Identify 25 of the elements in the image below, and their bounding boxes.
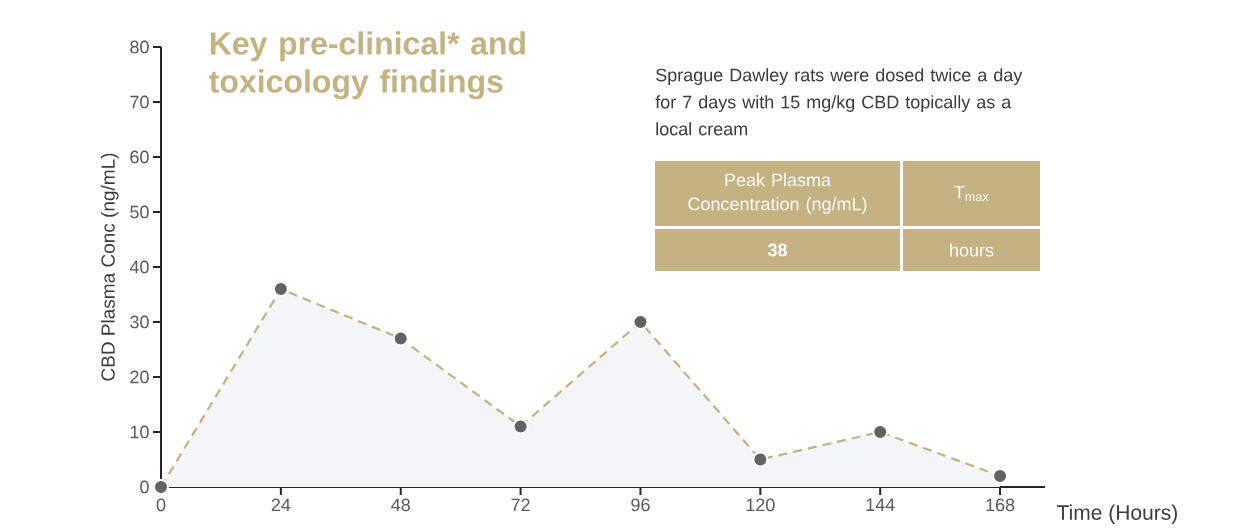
x-tick-label: 168 xyxy=(986,498,1015,512)
x-tick-label: 24 xyxy=(271,498,291,512)
x-tick-label: 96 xyxy=(631,498,650,512)
y-tick-label: 40 xyxy=(129,260,149,274)
x-tick-label: 48 xyxy=(391,498,410,512)
chart-title: Key pre-clinical* and toxicology findings xyxy=(209,31,525,100)
y-tick-label: 80 xyxy=(130,40,149,54)
x-tick-label: 0 xyxy=(156,498,166,512)
annotation: 38 xyxy=(767,243,787,257)
y-axis-title: CBD Plasma Conc (ng/mL) xyxy=(100,153,119,381)
x-tick-label: 120 xyxy=(746,498,775,512)
y-tick-label: 30 xyxy=(130,315,149,329)
y-tick-label: 50 xyxy=(130,205,149,219)
x-tick-label: 72 xyxy=(511,498,530,512)
y-tick-label: 0 xyxy=(140,480,149,494)
x-tick-label: 144 xyxy=(866,498,895,511)
annotation: hours xyxy=(950,243,994,257)
annotation: T$_{max}$ xyxy=(954,185,989,202)
y-tick-label: 60 xyxy=(130,150,149,164)
y-tick-label: 20 xyxy=(130,370,149,384)
y-tick-label: 70 xyxy=(130,95,149,109)
annotation: Peak Plasma Concentration (ng/mL) xyxy=(688,173,867,214)
annotation: Sprague Dawley rats were dosed twice a day for 7 days with 15 mg/kg CBD topically as a local cream xyxy=(655,68,1023,136)
y-tick-label: 10 xyxy=(130,425,149,439)
x-axis-title: Time (Hours) xyxy=(1057,504,1177,525)
